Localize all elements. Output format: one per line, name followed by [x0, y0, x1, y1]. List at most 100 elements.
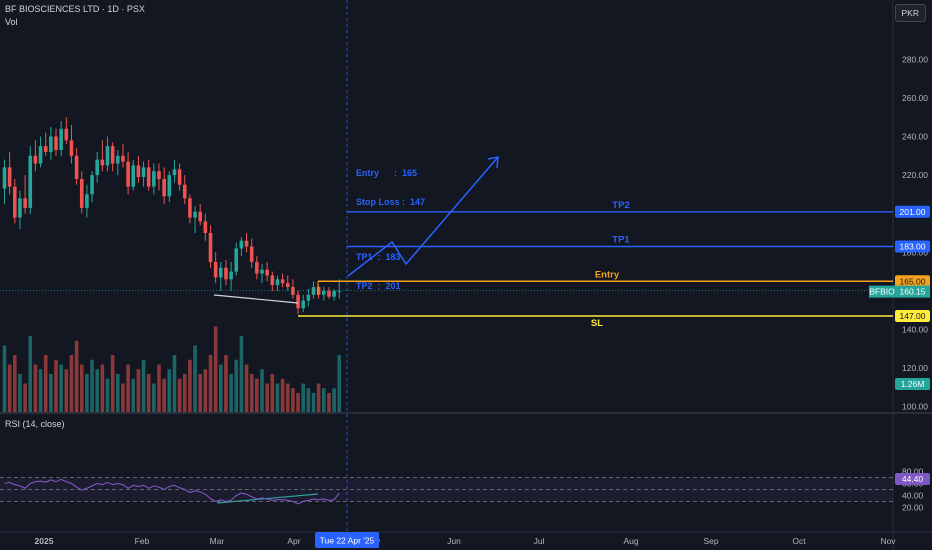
- candle-body: [234, 248, 239, 272]
- candle-body: [152, 171, 156, 187]
- volume-bar: [146, 374, 151, 412]
- candle-body: [255, 261, 259, 274]
- sl-tag: [895, 309, 930, 322]
- candle-body: [172, 169, 177, 176]
- volume-bar: [306, 388, 311, 412]
- volume-bar: [249, 374, 254, 412]
- candle-body: [285, 283, 290, 288]
- tp1-tag: [895, 240, 930, 253]
- time-tick-label: Feb: [135, 536, 150, 546]
- rsi-tick-label: 80.00: [902, 467, 924, 477]
- projection-arrow: [347, 156, 499, 277]
- volume-bar: [33, 364, 38, 412]
- volume-bar: [136, 369, 141, 412]
- volume-bar: [203, 369, 208, 412]
- volume-bar: [100, 364, 105, 412]
- volume-bar: [296, 393, 300, 412]
- price-trendline: [213, 294, 299, 304]
- candle-body: [141, 167, 146, 178]
- note-line-entry: Entry : 165: [356, 168, 418, 178]
- volume-bar: [172, 355, 177, 412]
- price-tick-label: 120.00: [902, 363, 928, 373]
- candle-body: [126, 161, 130, 187]
- volume-bar: [157, 364, 161, 412]
- volume-bar: [162, 378, 166, 412]
- volume-bar: [79, 364, 84, 412]
- candle-body: [146, 167, 151, 187]
- volume-bar: [49, 374, 53, 412]
- candle-body: [28, 155, 33, 208]
- candle-body: [162, 178, 166, 197]
- candle-body: [203, 221, 208, 233]
- time-tick-label: Jun: [447, 536, 461, 546]
- volume-bar: [285, 383, 290, 412]
- price-tick-label: 240.00: [902, 132, 928, 142]
- volume-label[interactable]: Vol: [5, 17, 18, 27]
- candle-body: [265, 269, 269, 276]
- volume-bar: [105, 378, 110, 412]
- candle-body: [54, 136, 58, 151]
- volume-tag-text: 1.26M: [901, 379, 925, 389]
- tp1-tag-text: 183.00: [900, 242, 926, 252]
- price-candles: [2, 117, 342, 315]
- volume-bar: [265, 383, 269, 412]
- volume-bar: [95, 369, 99, 412]
- tp1-label: TP1: [612, 235, 630, 246]
- candle-body: [275, 279, 280, 286]
- candle-body: [270, 275, 275, 286]
- candle-body: [213, 261, 218, 278]
- symbol-title[interactable]: BF BIOSCIENCES LTD · 1D · PSX: [5, 4, 145, 14]
- arrowhead-icon: [487, 156, 499, 169]
- candle-body: [219, 267, 223, 278]
- volume-bar: [110, 355, 115, 412]
- currency-button[interactable]: PKR: [894, 4, 926, 22]
- volume-bar: [260, 369, 264, 412]
- candle-body: [193, 211, 197, 218]
- volume-bar: [198, 374, 202, 412]
- trade-note[interactable]: Entry : 165 Stop Loss : 147 TP1 : 183 TP…: [356, 150, 425, 301]
- volume-bar: [182, 374, 187, 412]
- price-tick-label: 140.00: [902, 325, 928, 335]
- crosshair-date-text: Tue 22 Apr '25: [320, 536, 375, 546]
- candle-body: [188, 198, 192, 218]
- time-tick-label: Jul: [534, 536, 545, 546]
- volume-bar: [316, 383, 321, 412]
- volume-bar: [213, 326, 218, 412]
- tp2-tag-text: 201.00: [900, 207, 926, 217]
- volume-bar: [59, 364, 63, 412]
- volume-bar: [327, 393, 331, 412]
- volume-bar: [131, 378, 136, 412]
- rsi-tag: [895, 473, 930, 485]
- candle-body: [131, 165, 136, 187]
- volume-bar: [90, 359, 94, 412]
- candle-body: [116, 155, 120, 164]
- candle-body: [59, 128, 63, 151]
- price-tick-label: 280.00: [902, 54, 928, 64]
- volume-bar: [301, 383, 305, 412]
- time-tick-label: Sep: [703, 536, 718, 546]
- volume-bar: [43, 355, 48, 412]
- volume-bar: [311, 393, 316, 412]
- volume-bar: [54, 359, 58, 412]
- crosshair-date-tag: [315, 532, 379, 548]
- volume-bars: [2, 326, 342, 412]
- volume-bar: [116, 374, 120, 412]
- volume-bar: [28, 336, 33, 412]
- candle-body: [13, 186, 17, 218]
- candle-body: [208, 233, 213, 262]
- last-price-tag-text: 160.15: [900, 287, 926, 297]
- candle-body: [49, 136, 53, 152]
- note-line-blank: [356, 226, 425, 234]
- candle-body: [110, 146, 115, 164]
- rsi-pane: [0, 477, 893, 505]
- candle-body: [33, 155, 38, 164]
- volume-bar: [208, 355, 213, 412]
- candle-body: [301, 300, 305, 309]
- note-line-tp2: TP2 : 201: [356, 280, 401, 291]
- symbol-tag-text: BFBIO: [869, 287, 895, 297]
- entry-tag-text: 165.00: [900, 276, 926, 286]
- candle-body: [198, 211, 202, 222]
- rsi-title[interactable]: RSI (14, close): [5, 419, 65, 429]
- volume-bar: [38, 369, 43, 412]
